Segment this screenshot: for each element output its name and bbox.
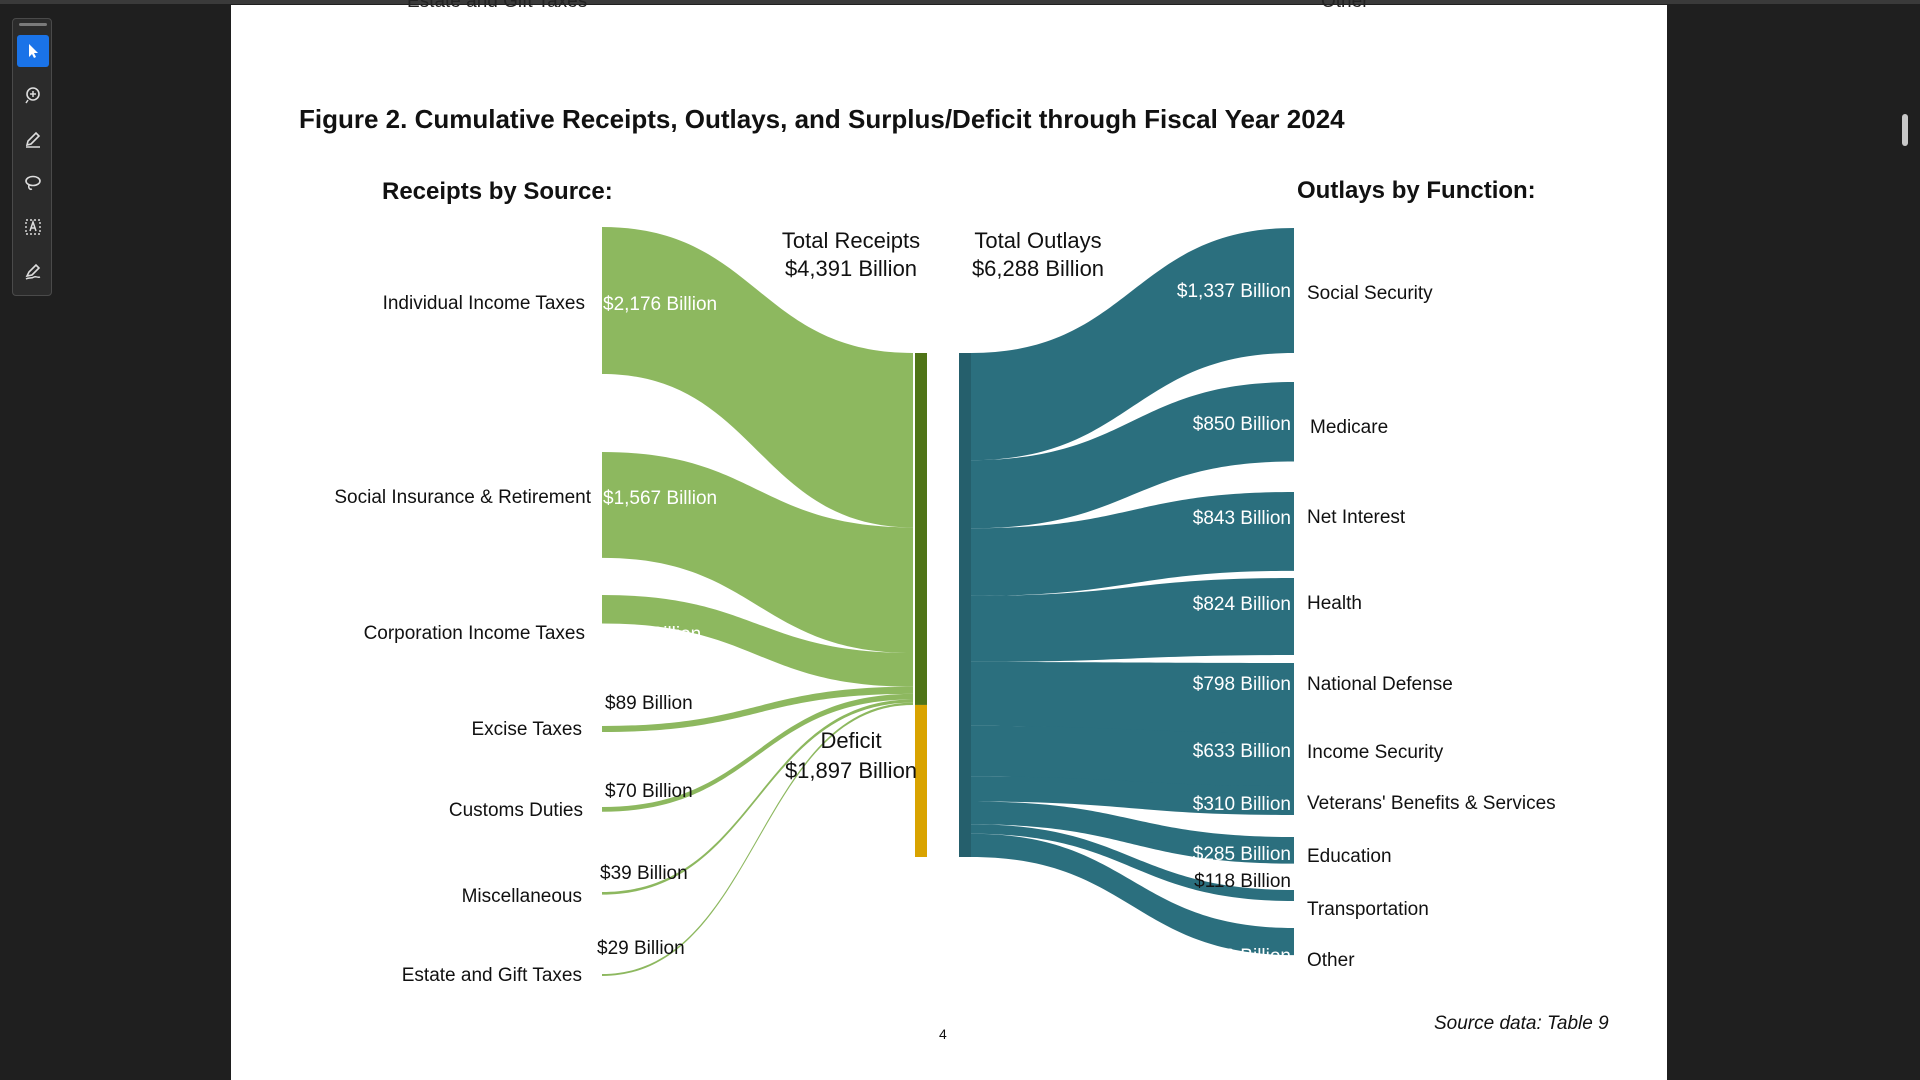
receipt-source-social-insurance-retirement: Social Insurance & Retirement (334, 487, 591, 508)
receipt-source-excise-taxes: Excise Taxes (471, 719, 582, 740)
receipt-flow-corporation-income-taxes (602, 595, 913, 687)
receipt-value-excise-taxes: $89 Billion (605, 693, 693, 714)
receipt-flow-customs-duties (602, 693, 913, 812)
outlays-heading: Outlays by Function: (1297, 177, 1536, 204)
lasso-tool-button[interactable] (17, 167, 49, 199)
outlay-function-income-security: Income Security (1307, 742, 1444, 763)
receipt-source-customs-duties: Customs Duties (448, 800, 583, 821)
outlay-value-national-defense: $798 Billion (1192, 674, 1291, 695)
cursor-arrow-icon (29, 44, 38, 58)
outlay-flow-education (971, 801, 1294, 864)
receipt-value-social-insurance-retirement: $1,567 Billion (603, 488, 718, 509)
pen-icon (25, 131, 41, 148)
receipt-value-corporation-income-taxes: $421 Billion (603, 624, 702, 645)
source-note: Source data: Table 9 (1434, 1013, 1609, 1034)
cut-off-label-right: Other (1321, 0, 1369, 12)
outlay-flow-income-security (971, 725, 1294, 793)
outlay-function-medicare: Medicare (1310, 417, 1389, 438)
sign-tool-button[interactable] (17, 255, 49, 287)
receipt-value-customs-duties: $70 Billion (605, 781, 693, 802)
receipt-flow-excise-taxes (602, 686, 913, 733)
receipt-flow-estate-and-gift-taxes (602, 702, 913, 976)
comment-plus-icon (25, 87, 40, 104)
total-outlays-value: $6,288 Billion (971, 256, 1105, 281)
pdf-page: Estate and Gift Taxes Other (231, 0, 1667, 1080)
receipt-source-individual-income-taxes: Individual Income Taxes (382, 293, 585, 314)
outlay-value-transportation: $118 Billion (1194, 871, 1291, 892)
outlay-flow-medicare (971, 382, 1294, 529)
toolbar-drag-handle[interactable] (19, 23, 47, 26)
outlay-function-education: Education (1307, 846, 1392, 867)
total-receipts-label: Total Receipts (781, 228, 921, 253)
outlay-function-transportation: Transportation (1307, 899, 1429, 920)
receipt-value-miscellaneous: $39 Billion (600, 863, 688, 884)
outlay-function-national-defense: National Defense (1307, 674, 1453, 695)
text-select-icon (25, 219, 41, 235)
outlay-flow-national-defense (971, 661, 1294, 738)
vertical-scrollbar-thumb[interactable] (1902, 114, 1908, 146)
outlay-function-other: Other (1307, 950, 1355, 971)
outlay-flow-social-security (971, 228, 1294, 461)
cut-off-label-left: Estate and Gift Taxes (407, 0, 588, 12)
outlay-value-income-security: $633 Billion (1192, 741, 1291, 762)
select-tool-button[interactable] (17, 35, 49, 67)
outlay-value-veterans-benefits-services: $310 Billion (1192, 794, 1291, 815)
total-outlays-bar (959, 353, 971, 857)
outlay-function-social-security: Social Security (1307, 283, 1433, 304)
receipt-flow-social-insurance-retirement (602, 452, 913, 654)
outlay-flow-veterans-benefits-services (971, 776, 1294, 815)
signature-icon (25, 263, 41, 280)
deficit-bar (915, 704, 927, 857)
outlay-value-other: $290 Billion (1192, 946, 1291, 967)
outlay-function-health: Health (1307, 593, 1362, 614)
page-number: 4 (939, 1026, 947, 1042)
outlay-flow-other (971, 833, 1294, 956)
lasso-icon (25, 175, 41, 190)
receipt-value-estate-and-gift-taxes: $29 Billion (597, 938, 685, 959)
receipt-flow-miscellaneous (602, 699, 913, 895)
total-outlays-label: Total Outlays (974, 228, 1102, 253)
receipt-source-miscellaneous: Miscellaneous (461, 886, 582, 907)
figure-title: Figure 2. Cumulative Receipts, Outlays, … (299, 104, 1345, 134)
outlay-flow-transportation (971, 824, 1294, 902)
outlay-function-net-interest: Net Interest (1307, 507, 1406, 528)
outlay-value-net-interest: $843 Billion (1192, 508, 1291, 529)
deficit-value: $1,897 Billion (784, 758, 918, 783)
total-receipts-value: $4,391 Billion (784, 256, 918, 281)
receipts-heading: Receipts by Source: (382, 178, 613, 205)
receipt-source-corporation-income-taxes: Corporation Income Taxes (363, 623, 585, 644)
text-select-tool-button[interactable] (17, 211, 49, 243)
outlay-function-veterans-benefits-services: Veterans' Benefits & Services (1307, 793, 1556, 814)
window-top-bar (0, 0, 1920, 4)
outlay-value-education: $285 Billion (1192, 844, 1291, 865)
deficit-label: Deficit (820, 728, 882, 753)
outlay-value-medicare: $850 Billion (1192, 414, 1291, 435)
receipt-flow-individual-income-taxes (602, 227, 913, 528)
annotation-toolbar (12, 18, 52, 296)
comment-tool-button[interactable] (17, 79, 49, 111)
total-receipts-bar (915, 353, 927, 705)
draw-tool-button[interactable] (17, 123, 49, 155)
receipt-source-estate-and-gift-taxes: Estate and Gift Taxes (401, 965, 582, 986)
outlay-value-social-security: $1,337 Billion (1176, 281, 1291, 302)
outlay-flow-health (971, 578, 1294, 662)
receipt-value-individual-income-taxes: $2,176 Billion (603, 294, 718, 315)
outlay-value-health: $824 Billion (1192, 594, 1291, 615)
outlay-flow-net-interest (971, 492, 1294, 596)
